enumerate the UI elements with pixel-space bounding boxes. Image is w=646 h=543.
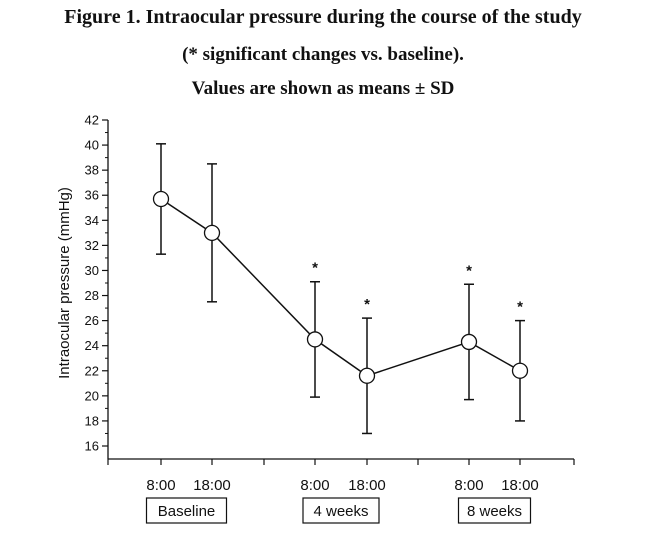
x-tick-label: 18:00 — [348, 477, 386, 494]
figure-title-line-2: (* significant changes vs. baseline). — [182, 44, 464, 65]
group-box — [457, 497, 532, 524]
figure-title-line-3: Values are shown as means ± SD — [191, 78, 455, 99]
significance-marker: * — [466, 262, 472, 279]
figure-title-line-1: Figure 1. Intraocular pressure during th… — [64, 6, 582, 28]
y-tick-label: 34 — [85, 213, 99, 228]
data-point — [358, 367, 376, 384]
y-tick-label: 16 — [85, 439, 99, 454]
y-tick-label: 40 — [85, 138, 99, 153]
y-tick-label: 42 — [85, 113, 99, 128]
group-box — [145, 497, 228, 524]
significance-marker: * — [312, 260, 318, 277]
group-label: 8 weeks — [467, 503, 522, 520]
x-tick-label: 18:00 — [501, 477, 539, 494]
y-tick-label: 26 — [85, 313, 99, 328]
y-tick-label: 38 — [85, 163, 99, 178]
group-label: Baseline — [158, 503, 216, 520]
group-box — [302, 497, 380, 524]
series-line — [160, 198, 521, 377]
data-point — [460, 333, 478, 351]
x-tick-label: 8:00 — [454, 477, 483, 494]
y-tick-label: 18 — [85, 413, 99, 428]
y-tick-label: 36 — [85, 188, 99, 203]
y-tick-label: 20 — [85, 388, 99, 403]
significance-marker: * — [517, 299, 523, 316]
y-tick-label: 22 — [85, 363, 99, 378]
group-label: 4 weeks — [313, 503, 368, 520]
data-point — [306, 331, 324, 348]
x-tick-label: 8:00 — [146, 477, 175, 494]
y-axis-label: Intraocular pressure (mmHg) — [56, 187, 73, 379]
significance-marker: * — [364, 296, 370, 313]
data-point — [152, 190, 170, 208]
y-tick-label: 24 — [85, 338, 99, 353]
y-tick-label: 28 — [85, 288, 99, 303]
x-tick-label: 8:00 — [300, 477, 329, 494]
y-tick-label: 30 — [85, 263, 99, 278]
x-tick-label: 18:00 — [193, 477, 231, 494]
data-point — [203, 224, 221, 241]
y-tick-label: 32 — [85, 238, 99, 253]
data-point — [511, 362, 529, 379]
